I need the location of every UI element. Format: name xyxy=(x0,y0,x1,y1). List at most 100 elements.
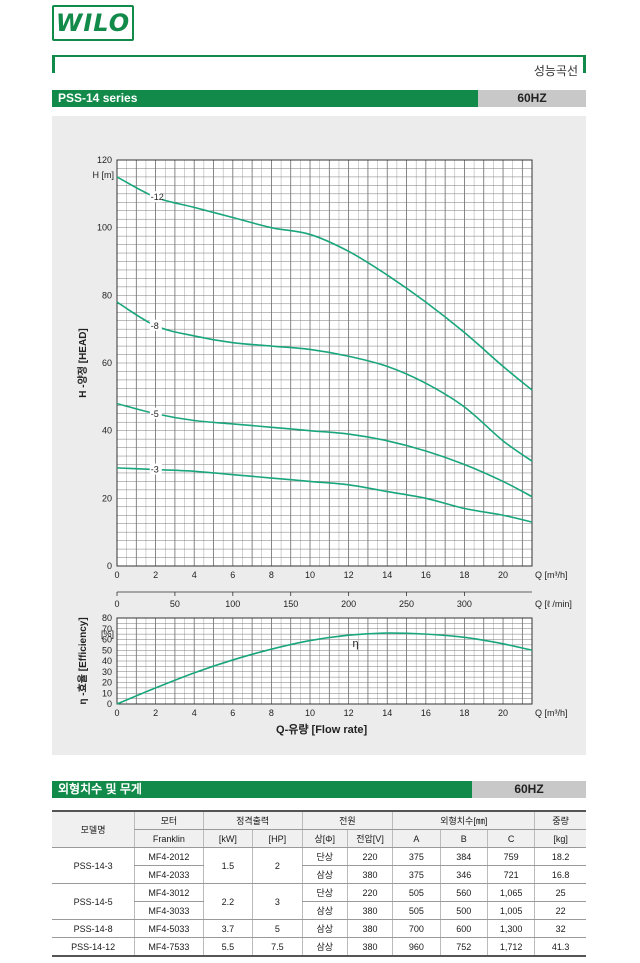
y-tick-label: 20 xyxy=(102,678,112,688)
cell-kg: 32 xyxy=(534,919,586,938)
table-title-bar: 외형치수 및 무게 60HZ xyxy=(52,781,586,798)
spec-table: 모델명 모터 정격출력 전원 외형치수[㎜] 중량 Franklin [kW] … xyxy=(52,810,586,957)
series-label-bg xyxy=(149,191,162,203)
plot-border xyxy=(116,617,533,705)
y-tick-label: 0 xyxy=(107,699,112,709)
x-tick-label: 6 xyxy=(230,570,235,580)
sub-voltage: 전압[V] xyxy=(346,829,393,848)
x-tick-label: 4 xyxy=(192,708,197,718)
x-tick-label: 18 xyxy=(459,708,469,718)
sub-hp: [HP] xyxy=(252,829,303,848)
chart-freq-badge: 60HZ xyxy=(478,90,586,107)
cell-motor: MF4-2012 xyxy=(134,847,204,866)
table-title: 외형치수 및 무게 xyxy=(52,781,472,798)
x-tick-label: 12 xyxy=(344,570,354,580)
cell-phase: 삼상 xyxy=(301,919,348,938)
x-tick-label: 0 xyxy=(114,570,119,580)
series-label-bg xyxy=(149,407,162,419)
plot-border xyxy=(116,159,533,567)
eff-x-axis-label: Q-유량 [Flow rate] xyxy=(276,723,367,736)
wilo-logo: WILO xyxy=(52,5,134,41)
secondary-tick-label: 0 xyxy=(114,599,119,609)
sub-a: A xyxy=(392,829,441,848)
eff-y-axis-label: η -효율 [Efficiency] xyxy=(76,617,89,704)
secondary-tick-label: 200 xyxy=(341,599,356,609)
col-power: 전원 xyxy=(301,810,393,830)
cell-phase: 삼상 xyxy=(301,865,348,884)
table-row: PSS-14-8 MF4-5033 3.7 5 삼상 380 700 600 1… xyxy=(52,919,586,938)
cell-kg: 25 xyxy=(534,883,586,902)
cell-motor: MF4-2033 xyxy=(134,865,204,884)
cell-b: 500 xyxy=(439,901,488,920)
x-tick-label: 10 xyxy=(305,708,315,718)
col-motor: 모터 xyxy=(134,810,204,830)
table-subheader-row: Franklin [kW] [HP] 상[Φ] 전압[V] A B C [kg] xyxy=(52,829,586,848)
cell-c: 1,065 xyxy=(486,883,535,902)
x-tick-label: 14 xyxy=(382,570,392,580)
cell-voltage: 220 xyxy=(346,883,393,902)
series-line-η xyxy=(116,632,533,705)
x-tick-label: 14 xyxy=(382,708,392,718)
table-row: PSS-14-3 MF4-2012 1.5 2 단상 220 375 384 7… xyxy=(52,847,586,884)
cell-a: 505 xyxy=(392,901,441,920)
secondary-tick-label: 150 xyxy=(283,599,298,609)
cell-motor: MF4-3012 xyxy=(134,883,204,902)
cell-kg: 18.2 xyxy=(534,847,586,866)
series-line-5 xyxy=(116,402,533,498)
y-tick-label: 40 xyxy=(102,656,112,666)
y-tick-label: 0 xyxy=(107,561,112,571)
series-label-bg xyxy=(149,319,162,331)
col-dimensions: 외형치수[㎜] xyxy=(392,810,535,830)
cell-model: PSS-14-8 xyxy=(52,919,135,938)
y-tick-label: 60 xyxy=(102,358,112,368)
cell-voltage: 380 xyxy=(346,937,393,957)
cell-voltage: 220 xyxy=(346,847,393,866)
cell-c: 721 xyxy=(486,865,535,884)
sub-kw: [kW] xyxy=(202,829,253,848)
cell-b: 384 xyxy=(439,847,488,866)
cell-kg: 16.8 xyxy=(534,865,586,884)
y-tick-label: 10 xyxy=(102,688,112,698)
y-tick-label: 100 xyxy=(97,223,112,233)
x-tick-label: 16 xyxy=(421,570,431,580)
cell-phase: 단상 xyxy=(301,883,348,902)
x-tick-label: 10 xyxy=(305,570,315,580)
x-tick-label: 2 xyxy=(153,708,158,718)
cell-c: 759 xyxy=(486,847,535,866)
series-label-5: -5 xyxy=(151,409,159,419)
x-tick-label: 6 xyxy=(230,708,235,718)
secondary-axis-label: Q [ℓ /min] xyxy=(535,599,572,609)
x-tick-label: 20 xyxy=(498,570,508,580)
cell-motor: MF4-7533 xyxy=(134,937,204,957)
cell-kg: 22 xyxy=(534,901,586,920)
y-tick-label: 80 xyxy=(102,290,112,300)
series-label-eta: η xyxy=(352,638,358,650)
y-tick-label: 20 xyxy=(102,493,112,503)
secondary-tick-label: 50 xyxy=(170,599,180,609)
cell-c: 1,712 xyxy=(486,937,535,957)
cell-motor: MF4-5033 xyxy=(134,919,204,938)
series-line-8 xyxy=(116,301,533,462)
y-tick-label: 120 xyxy=(97,155,112,165)
header-rule-left-tick xyxy=(52,55,55,73)
header-rule-right-tick xyxy=(583,57,586,73)
series-label-12: -12 xyxy=(151,192,164,202)
cell-model: PSS-14-5 xyxy=(52,883,135,920)
x-axis-label: Q [m³/h] xyxy=(535,570,568,580)
y-tick-label: 60 xyxy=(102,635,112,645)
chart-series-title: PSS-14 series xyxy=(52,90,478,107)
cell-b: 560 xyxy=(439,883,488,902)
series-label-8: -8 xyxy=(151,321,159,331)
section-label: 성능곡선 xyxy=(533,64,578,78)
x-tick-label: 8 xyxy=(269,708,274,718)
cell-phase: 삼상 xyxy=(301,901,348,920)
cell-c: 1,300 xyxy=(486,919,535,938)
cell-b: 600 xyxy=(439,919,488,938)
cell-kw: 5.5 xyxy=(202,937,253,957)
y-unit-label: H [m] xyxy=(93,170,115,180)
cell-voltage: 380 xyxy=(346,865,393,884)
cell-a: 960 xyxy=(392,937,441,957)
cell-hp: 7.5 xyxy=(252,937,303,957)
y-tick-label: 30 xyxy=(102,667,112,677)
cell-b: 346 xyxy=(439,865,488,884)
